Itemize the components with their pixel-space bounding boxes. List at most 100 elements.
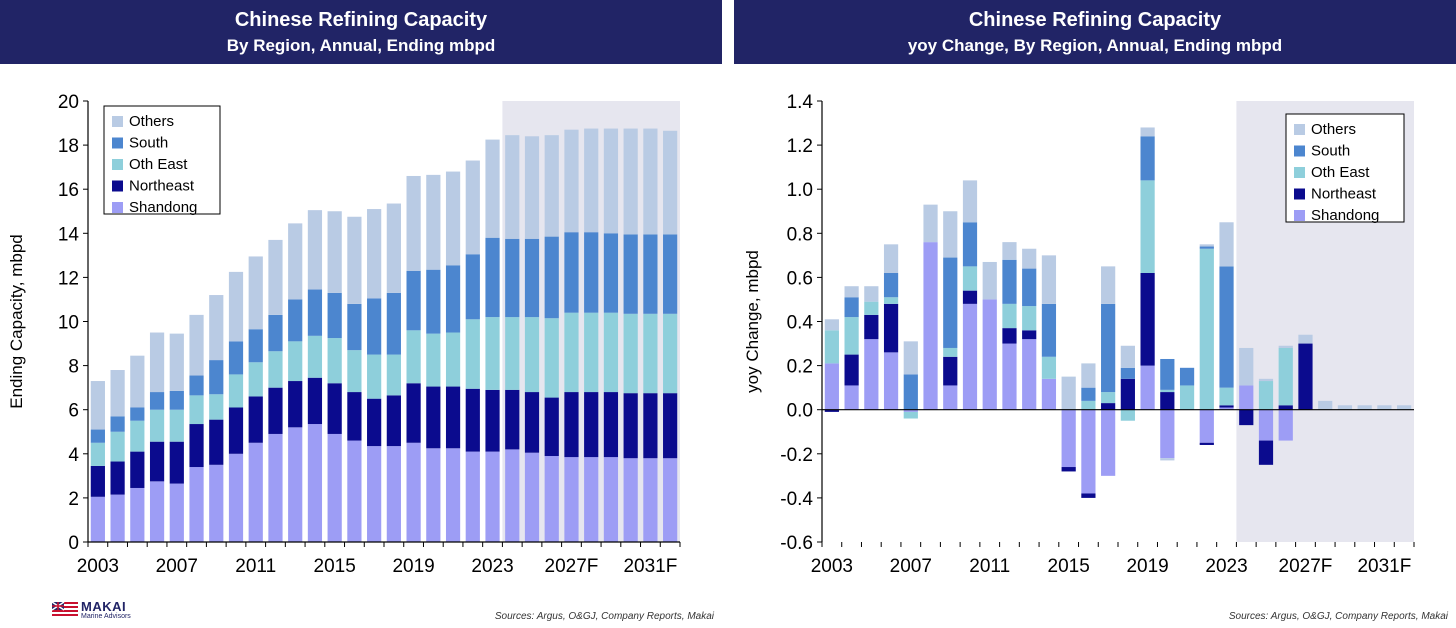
bar-0-south-11 xyxy=(307,289,323,336)
bar-0-shandong-15 xyxy=(386,446,401,542)
bar-0-south-18 xyxy=(445,265,461,333)
bar-1-south-17 xyxy=(1160,358,1175,390)
bar-1-shandong-16 xyxy=(1140,365,1155,410)
bar-0-oth-east-26 xyxy=(603,312,619,393)
bar-0-northeast-3 xyxy=(149,441,165,482)
legend-label-1-2: Oth East xyxy=(1311,164,1370,181)
bar-0-south-3 xyxy=(149,392,165,410)
bar-1-oth-east-6 xyxy=(943,347,958,357)
bar-0-south-8 xyxy=(248,329,263,363)
bar-0-south-13 xyxy=(347,303,362,351)
bar-0-others-26 xyxy=(603,128,619,234)
bar-0-shandong-20 xyxy=(485,451,500,542)
legend-swatch-0-3 xyxy=(112,180,123,192)
bar-1-south-11 xyxy=(1041,303,1057,357)
legend-label-0-4: Shandong xyxy=(129,199,197,216)
y-tick-label-0-4: 8 xyxy=(68,357,79,378)
bar-0-south-28 xyxy=(643,234,658,314)
legend-box-1 xyxy=(1285,113,1405,223)
bar-0-shandong-19 xyxy=(465,451,480,542)
right-chart-plot: -0.6 -0.4 -0.2 0.0 0.2 0.4 0.6 0.8 1.0 1.2 1.4 2003… xyxy=(743,92,1415,577)
bar-0-northeast-4 xyxy=(169,441,184,484)
bar-1-others-15 xyxy=(1120,345,1135,368)
bar-0-others-0 xyxy=(90,381,105,430)
bar-1-oth-east-10 xyxy=(1022,306,1037,331)
bar-0-northeast-21 xyxy=(505,389,520,450)
legend-swatch-0-4 xyxy=(112,202,123,213)
bar-0-oth-east-22 xyxy=(524,317,540,393)
bar-1-shandong-1 xyxy=(844,385,859,410)
legend-swatch-1-2 xyxy=(1294,167,1305,178)
left-chart-subtitle: By Region, Annual, Ending mbpd xyxy=(226,36,496,55)
bar-0-south-15 xyxy=(386,292,401,355)
bar-0-northeast-27 xyxy=(623,393,638,459)
bar-1-south-6 xyxy=(943,257,958,348)
bar-0-northeast-5 xyxy=(189,424,204,468)
bar-1-others-2 xyxy=(864,286,879,302)
bar-0-oth-east-24 xyxy=(564,312,579,393)
makai-logo: MAKAI Marine Advisors xyxy=(52,599,172,622)
bar-0-others-9 xyxy=(268,239,283,315)
bar-0-others-10 xyxy=(288,223,303,300)
bar-1-northeast-17 xyxy=(1160,392,1175,410)
bar-0-oth-east-7 xyxy=(228,374,244,408)
legend-swatch-0-1 xyxy=(112,137,123,149)
bar-1-northeast-21 xyxy=(1239,409,1254,426)
bar-1-south-7 xyxy=(962,222,978,267)
y-tick-label-1-2: -0.2 xyxy=(780,445,813,466)
y-tick-label-1-0: -0.6 xyxy=(780,533,813,554)
bar-1-south-16 xyxy=(1140,136,1155,181)
bar-0-oth-east-11 xyxy=(307,335,323,378)
legend-label-0-1: South xyxy=(129,135,168,152)
bar-0-northeast-0 xyxy=(90,465,105,497)
bar-0-south-29 xyxy=(663,234,678,314)
bar-1-south-1 xyxy=(844,297,859,318)
bar-1-others-25 xyxy=(1318,400,1333,410)
bar-1-others-27 xyxy=(1357,405,1372,410)
x-tick-label-1-1: 2007 xyxy=(890,556,932,577)
bar-0-oth-east-16 xyxy=(406,330,421,384)
y-tick-label-1-6: 0.6 xyxy=(787,268,813,289)
bar-0-others-20 xyxy=(485,139,500,238)
bar-0-oth-east-25 xyxy=(584,312,599,393)
y-tick-label-0-5: 10 xyxy=(58,313,79,334)
bar-1-south-13 xyxy=(1081,387,1096,401)
bar-1-oth-east-4 xyxy=(903,411,918,419)
bar-1-others-12 xyxy=(1061,376,1076,410)
bar-0-shandong-8 xyxy=(248,442,263,542)
bar-0-others-11 xyxy=(307,210,323,290)
bar-1-shandong-21 xyxy=(1239,385,1254,410)
right-chart-subtitle: yoy Change, By Region, Annual, Ending mb… xyxy=(907,36,1283,55)
bar-1-others-3 xyxy=(883,244,899,273)
bar-1-northeast-22 xyxy=(1258,440,1274,465)
bar-1-others-10 xyxy=(1022,248,1037,269)
bar-1-others-22 xyxy=(1258,378,1274,382)
bar-0-south-26 xyxy=(603,233,619,313)
y-tick-label-0-0: 0 xyxy=(68,533,79,554)
bar-0-others-4 xyxy=(169,333,184,391)
bar-0-south-14 xyxy=(367,298,382,355)
bar-0-northeast-6 xyxy=(209,419,224,465)
legend-label-1-3: Northeast xyxy=(1311,186,1377,203)
bar-1-others-17 xyxy=(1160,458,1175,461)
bar-0-northeast-20 xyxy=(485,389,500,452)
bar-0-shandong-29 xyxy=(663,458,678,542)
bar-1-south-9 xyxy=(1002,259,1017,304)
bar-0-northeast-17 xyxy=(426,386,441,449)
bar-0-south-5 xyxy=(189,375,204,396)
bar-0-oth-east-4 xyxy=(169,409,184,442)
bar-0-others-21 xyxy=(505,135,520,239)
bar-0-south-25 xyxy=(584,232,599,313)
bar-0-south-27 xyxy=(623,234,638,314)
bar-0-others-22 xyxy=(524,136,540,239)
bar-1-oth-east-20 xyxy=(1219,387,1234,406)
legend-label-0-2: Oth East xyxy=(129,156,188,173)
bar-1-oth-east-18 xyxy=(1179,385,1195,410)
bar-0-oth-east-6 xyxy=(209,394,224,420)
left-source-note: Sources: Argus, O&GJ, Company Reports, M… xyxy=(494,611,714,622)
bar-1-northeast-0 xyxy=(824,409,839,412)
legend-swatch-1-0 xyxy=(1294,124,1305,135)
bar-1-others-4 xyxy=(903,341,918,375)
x-tick-label-0-3: 2015 xyxy=(314,556,356,577)
bar-1-others-21 xyxy=(1239,347,1254,386)
